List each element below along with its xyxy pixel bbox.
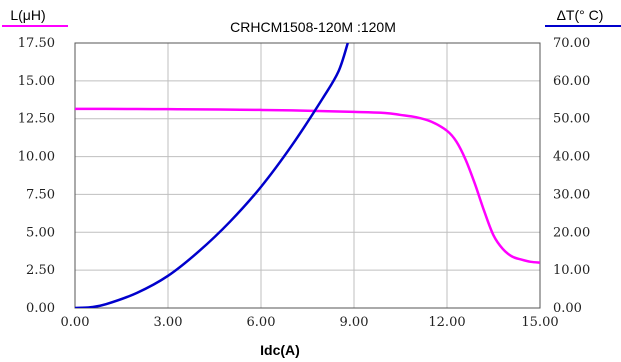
x-axis-label: Idc(A): [260, 342, 300, 358]
series-layer: [75, 43, 540, 308]
x-tick-label: 15.00: [521, 315, 558, 330]
y-left-tick-label: 17.50: [18, 36, 55, 51]
x-tick-label: 3.00: [154, 315, 183, 330]
y-right-tick-label: 60.00: [553, 74, 590, 89]
plot-frame: [74, 42, 541, 309]
y-right-tick-label: 40.00: [553, 150, 590, 165]
left-axis-label: L(μH): [10, 7, 45, 23]
x-tick-label: 9.00: [340, 315, 369, 330]
y-right-tick-label: 50.00: [553, 112, 590, 127]
right-axis-label: ΔT(° C): [557, 7, 604, 23]
inductance-curve: [75, 107, 540, 264]
x-tick-label: 0.00: [61, 315, 90, 330]
grid: [74, 42, 541, 309]
x-tick-label: 12.00: [428, 315, 465, 330]
temperature-curve: [75, 43, 349, 308]
y-left-tick-label: 10.00: [18, 150, 55, 165]
y-left-tick-label: 12.50: [18, 112, 55, 127]
y-left-tick-label: 5.00: [26, 225, 55, 240]
y-right-tick-label: 10.00: [553, 263, 590, 278]
y-left-tick-label: 2.50: [26, 263, 55, 278]
y-right-tick-label: 0.00: [553, 301, 582, 316]
tick-labels: 0.00 3.00 6.00 9.00 12.00 15.000.002.505.007.…: [18, 36, 590, 330]
y-left-tick-label: 15.00: [18, 74, 55, 89]
y-left-tick-label: 0.00: [26, 301, 55, 316]
y-left-tick-label: 7.50: [26, 187, 55, 202]
y-right-tick-label: 30.00: [553, 187, 590, 202]
y-right-tick-label: 20.00: [553, 225, 590, 240]
y-right-tick-label: 70.00: [553, 36, 590, 51]
chart-title: CRHCM1508-120M :120M: [230, 19, 396, 35]
x-tick-label: 6.00: [247, 315, 276, 330]
